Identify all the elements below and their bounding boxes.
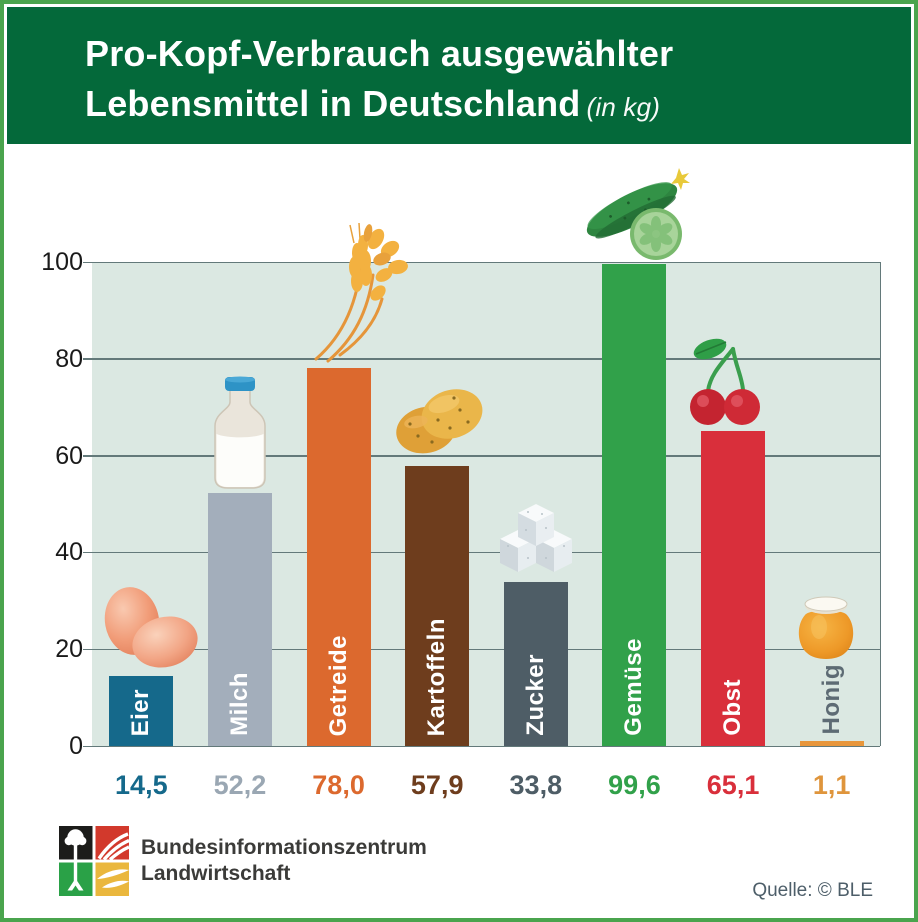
bar-label-eier: Eier xyxy=(127,688,155,736)
milk-bottle-icon xyxy=(209,376,271,490)
title-line1: Pro-Kopf-Verbrauch ausgewählter xyxy=(85,33,674,74)
header: Pro-Kopf-Verbrauch ausgewählter Lebensmit… xyxy=(7,7,911,144)
title-line2: Lebensmittel in Deutschland xyxy=(85,83,581,124)
bar-label-zucker: Zucker xyxy=(521,654,549,736)
cucumber-icon xyxy=(580,166,692,262)
logo-line1: Bundesinformationszentrum xyxy=(141,836,427,859)
gridline-80 xyxy=(83,358,880,360)
chart-title: Pro-Kopf-Verbrauch ausgewählter Lebensmit… xyxy=(7,7,911,132)
bar-label-milch: Milch xyxy=(225,672,253,736)
source-credit: Quelle: © BLE xyxy=(752,880,873,901)
sugar-cubes-icon xyxy=(498,502,574,578)
value-getreide: 78,0 xyxy=(312,770,365,800)
value-honig: 1,1 xyxy=(812,770,851,800)
cherries-icon xyxy=(684,337,766,429)
gridline-40 xyxy=(83,551,880,554)
value-eier: 14,5 xyxy=(115,770,168,800)
value-milch: 52,2 xyxy=(213,770,267,800)
bar-label-obst: Obst xyxy=(719,679,747,736)
bzl-logo xyxy=(59,826,130,896)
value-obst: 65,1 xyxy=(706,770,760,800)
eggs-icon xyxy=(99,581,199,669)
y-tick-60: 60 xyxy=(55,441,83,470)
bar-label-getreide: Getreide xyxy=(324,634,352,736)
y-tick-20: 20 xyxy=(55,635,83,664)
value-row: 14,5 52,2 78,0 57,9 33,8 99,6 65,1 1,1 xyxy=(92,770,881,804)
y-tick-100: 100 xyxy=(41,248,83,276)
y-tick-40: 40 xyxy=(55,538,83,567)
bar-zucker: Zucker xyxy=(503,582,568,746)
y-tick-80: 80 xyxy=(55,344,83,373)
bar-honig xyxy=(799,740,864,746)
y-tick-0: 0 xyxy=(69,732,83,760)
honey-jar-icon xyxy=(795,593,857,663)
unit-note: (in kg) xyxy=(586,92,661,122)
bar-milch: Milch xyxy=(207,493,272,746)
value-kartoffeln: 57,9 xyxy=(410,770,464,800)
bar-obst: Obst xyxy=(701,430,766,746)
plot-area: 0 20 40 60 80 100 Eier Milch Getreide Kartoffeln Z… xyxy=(41,167,881,760)
bar-label-gemuse: Gemüse xyxy=(620,638,648,736)
bar-gemuse: Gemüse xyxy=(602,263,667,746)
gridline-60 xyxy=(83,455,880,457)
bar-label-kartoffeln: Kartoffeln xyxy=(423,617,451,736)
bar-getreide: Getreide xyxy=(306,368,371,746)
gridline-20 xyxy=(83,648,880,651)
bar-kartoffeln: Kartoffeln xyxy=(405,465,470,746)
bar-eier: Eier xyxy=(109,675,174,746)
value-zucker: 33,8 xyxy=(509,770,563,800)
wheat-icon xyxy=(310,223,408,363)
bar-label-honig: Honig xyxy=(817,664,845,735)
logo-line2: Landwirtschaft xyxy=(141,862,291,885)
value-gemuse: 99,6 xyxy=(608,770,661,800)
logo-text: Bundesinformationszentrum Landwirtschaft xyxy=(141,835,427,887)
potatoes-icon xyxy=(394,380,484,460)
bar-chart: 0 20 40 60 80 100 Eier Milch Getreide Kartoffeln Z… xyxy=(41,167,881,800)
x-axis-line xyxy=(83,745,880,747)
gridline-100 xyxy=(83,261,880,263)
